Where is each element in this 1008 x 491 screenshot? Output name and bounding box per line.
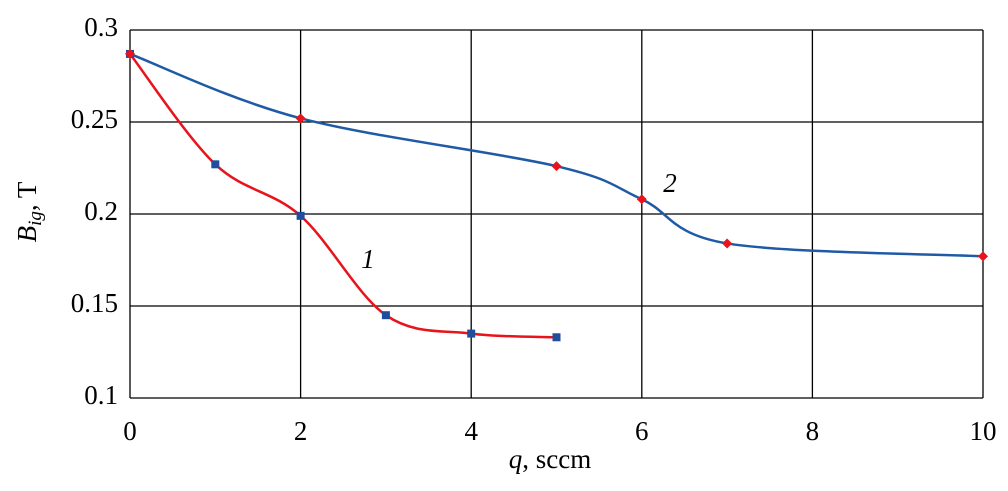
marker bbox=[295, 113, 306, 124]
y-tick-label: 0.3 bbox=[84, 12, 118, 42]
series-label: 1 bbox=[361, 244, 375, 274]
y-tick-label: 0.25 bbox=[71, 104, 118, 134]
y-tick-label: 0.2 bbox=[84, 196, 118, 226]
marker bbox=[125, 48, 135, 59]
y-label-subscript: ig bbox=[25, 211, 46, 226]
y-tick-label: 0.15 bbox=[71, 288, 118, 318]
x-axis-label: q, sccm bbox=[509, 444, 591, 474]
y-axis-label: Big, T bbox=[12, 181, 46, 242]
marker bbox=[296, 211, 305, 220]
series-label: 2 bbox=[663, 168, 677, 198]
y-label-symbol: B bbox=[12, 226, 42, 243]
marker bbox=[978, 251, 988, 262]
x-label-unit: , sccm bbox=[522, 444, 591, 474]
marker bbox=[551, 161, 562, 172]
marker bbox=[552, 333, 561, 342]
x-tick-label: 2 bbox=[294, 416, 308, 446]
x-tick-label: 0 bbox=[123, 416, 137, 446]
x-tick-label: 4 bbox=[464, 416, 478, 446]
marker bbox=[722, 238, 733, 249]
x-tick-label: 8 bbox=[806, 416, 820, 446]
y-tick-label: 0.1 bbox=[84, 380, 118, 410]
x-label-symbol: q bbox=[509, 444, 523, 474]
x-tick-label: 6 bbox=[635, 416, 649, 446]
y-label-unit: , T bbox=[12, 181, 42, 211]
marker bbox=[211, 160, 220, 169]
x-tick-label: 10 bbox=[970, 416, 997, 446]
marker bbox=[636, 194, 647, 205]
marker bbox=[467, 329, 476, 338]
series-line bbox=[129, 52, 984, 258]
marker bbox=[381, 311, 390, 320]
series-line bbox=[129, 53, 557, 339]
